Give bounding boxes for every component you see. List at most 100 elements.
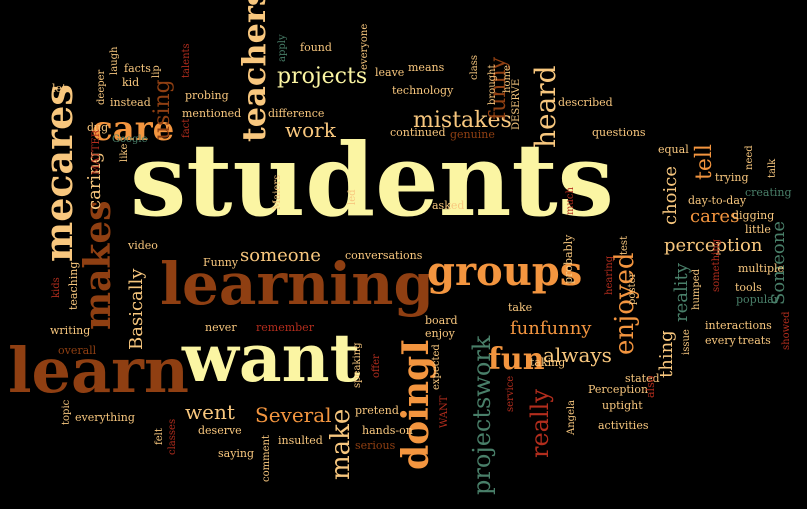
cloud-word: makes	[77, 200, 119, 330]
cloud-word: dug	[87, 121, 109, 134]
cloud-word: classes	[167, 418, 178, 455]
cloud-word: mecares	[36, 84, 81, 262]
cloud-word: facts	[124, 62, 151, 75]
cloud-word: MATTER	[91, 129, 102, 175]
cloud-word: little	[745, 223, 771, 236]
cloud-word: learn	[8, 334, 189, 407]
cloud-word: kids	[51, 277, 62, 298]
cloud-word: choice	[660, 165, 681, 225]
cloud-word: described	[558, 96, 613, 109]
cloud-word: projectswork	[468, 335, 496, 495]
cloud-word: learning	[160, 250, 434, 318]
cloud-word: felt	[154, 428, 165, 445]
cloud-word: digging	[732, 209, 775, 222]
cloud-word: want	[182, 319, 361, 397]
cloud-word: WANT	[439, 395, 450, 428]
cloud-word: taking	[530, 356, 566, 369]
cloud-word: treats	[738, 334, 771, 347]
cloud-word: talents	[181, 43, 192, 78]
cloud-word: questions	[592, 126, 646, 139]
cloud-word: Angela	[566, 399, 577, 435]
cloud-word: video	[128, 239, 158, 252]
cloud-word: class	[469, 54, 480, 80]
cloud-word: every	[705, 334, 736, 347]
cloud-word: offer	[371, 354, 382, 378]
cloud-word: continued	[390, 126, 446, 139]
cloud-word: hearing	[604, 255, 615, 295]
cloud-word: doingI	[395, 338, 437, 470]
cloud-word: lip	[151, 65, 162, 78]
cloud-word: like	[119, 143, 130, 162]
cloud-word: reality	[671, 263, 692, 322]
cloud-word: leave	[375, 66, 405, 79]
cloud-word: uptight	[602, 399, 643, 412]
cloud-word: really	[526, 389, 554, 458]
cloud-word: comment	[261, 435, 272, 482]
cloud-word: need	[744, 145, 755, 170]
cloud-word: went	[185, 400, 235, 424]
cloud-word: using	[150, 79, 175, 140]
cloud-word: teaching	[67, 261, 80, 310]
cloud-word: DESERVE	[511, 78, 522, 130]
cloud-word: popular	[736, 293, 780, 306]
cloud-word: make	[326, 408, 356, 480]
cloud-word: tell	[692, 144, 717, 180]
cloud-word: mentioned	[182, 107, 242, 120]
cloud-word: care	[92, 109, 175, 149]
cloud-word: funfunny	[510, 318, 592, 339]
cloud-word: deserve	[198, 424, 242, 437]
cloud-word: fact	[181, 118, 192, 138]
cloud-word: multiple	[738, 262, 785, 275]
cloud-word: stated	[625, 372, 660, 385]
cloud-word: showed	[781, 311, 792, 350]
cloud-word: insulted	[278, 434, 323, 447]
cloud-word: deeper	[96, 69, 107, 105]
cloud-word: groups	[427, 248, 583, 295]
cloud-word: humped	[691, 268, 702, 310]
cloud-word: teachers	[235, 0, 273, 142]
cloud-word: talk	[767, 158, 778, 178]
cloud-word: remember	[256, 321, 314, 334]
cloud-word: kid	[122, 76, 140, 89]
cloud-word: also	[644, 375, 657, 398]
cloud-word: Google	[112, 134, 148, 145]
cloud-word: much	[565, 187, 576, 215]
cloud-word: laugh	[109, 46, 120, 75]
cloud-word: writing	[50, 324, 91, 337]
cloud-word: led	[347, 189, 358, 205]
cloud-word: means	[408, 61, 445, 74]
cloud-word: instead	[110, 96, 151, 109]
cloud-word: issue	[681, 329, 692, 355]
cloud-word: something	[711, 238, 722, 292]
cloud-word: never	[205, 321, 237, 334]
cloud-word: take	[508, 301, 533, 314]
cloud-word: someone	[240, 245, 321, 266]
cloud-word: fun	[488, 342, 545, 377]
cloud-word: cares	[690, 206, 740, 227]
cloud-word: mistakes	[413, 108, 512, 133]
cloud-word: Basically	[126, 268, 147, 350]
cloud-word: pretend	[355, 404, 399, 417]
cloud-word: probing	[185, 89, 229, 102]
cloud-word: Perception	[588, 383, 649, 396]
cloud-word: serious	[355, 439, 396, 452]
cloud-word: board	[425, 314, 458, 327]
cloud-word: poster	[627, 272, 638, 305]
cloud-word: enjoy	[425, 327, 455, 340]
cloud-word: probably	[562, 234, 575, 284]
cloud-word: thing	[656, 330, 677, 378]
cloud-word: work	[285, 118, 336, 142]
cloud-word: let	[52, 82, 67, 95]
cloud-word: Maiers	[272, 174, 283, 210]
cloud-word: trying	[715, 171, 749, 184]
cloud-word: always	[543, 343, 612, 367]
cloud-word: genuine	[450, 128, 495, 141]
cloud-word: brought	[487, 64, 498, 105]
cloud-word: overall	[58, 344, 97, 357]
cloud-word: difference	[268, 107, 325, 120]
cloud-word: expected	[431, 344, 442, 390]
cloud-word: asked	[432, 199, 465, 212]
cloud-word: service	[505, 375, 516, 412]
cloud-word: test	[619, 235, 630, 255]
